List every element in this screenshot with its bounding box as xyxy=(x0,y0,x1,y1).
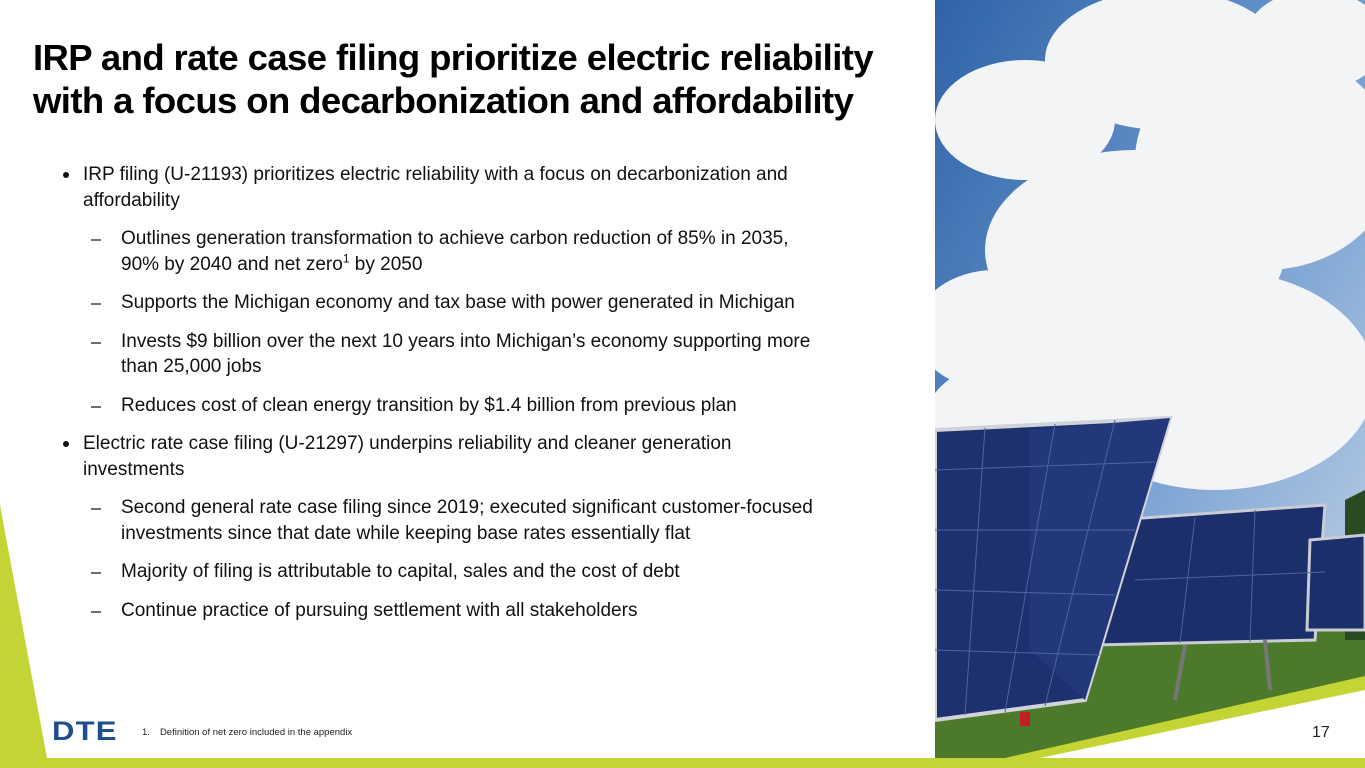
sub-bullet-text: Invests $9 billion over the next 10 year… xyxy=(121,330,811,378)
bullet: Electric rate case filing (U-21297) unde… xyxy=(62,431,822,482)
sub-bullet: Reduces cost of clean energy transition … xyxy=(62,393,822,419)
sub-bullet: Continue practice of pursuing settlement… xyxy=(62,598,822,624)
bullet-dot xyxy=(63,172,69,178)
footnote: 1. Definition of net zero included in the… xyxy=(142,727,362,738)
bullet-list: IRP filing (U-21193) prioritizes electri… xyxy=(62,162,822,636)
sub-bullet-text: Reduces cost of clean energy transition … xyxy=(121,394,737,416)
bullet-dot xyxy=(63,441,69,447)
title: IRP and rate case filing prioritize elec… xyxy=(33,37,874,121)
sub-bullet-text: Second general rate case filing since 20… xyxy=(121,497,813,544)
bullet-dash xyxy=(91,239,101,241)
clouds xyxy=(935,0,1365,490)
bullet-dash xyxy=(91,610,101,613)
bullet-dash xyxy=(91,572,101,574)
bullet-text: IRP filing (U-21193) prioritizes electri… xyxy=(83,164,788,211)
accent-wedge xyxy=(1005,676,1365,758)
sub-bullet-text: Continue practice of pursuing settlement… xyxy=(121,599,638,621)
bullet: IRP filing (U-21193) prioritizes electri… xyxy=(62,162,822,213)
bullet-dash xyxy=(91,508,101,510)
sub-bullet: Invests $9 billion over the next 10 year… xyxy=(62,329,822,380)
sub-bullet-text: Outlines generation transformation to ac… xyxy=(121,228,789,275)
sub-bullet: Second general rate case filing since 20… xyxy=(62,495,822,546)
footnote-ref: 1 xyxy=(342,251,350,266)
sub-bullet: Outlines generation transformation to ac… xyxy=(62,226,822,277)
footnote-text: Definition of net zero included in the a… xyxy=(159,727,353,738)
sub-bullet-text: Supports the Michigan economy and tax ba… xyxy=(121,292,795,313)
logo: DTE xyxy=(52,716,118,746)
page-number: 17 xyxy=(1312,724,1330,741)
bullet-dash xyxy=(91,341,101,344)
panels xyxy=(935,415,1365,726)
accent-left xyxy=(0,505,47,758)
sub-bullet: Majority of filing is attributable to ca… xyxy=(62,559,822,585)
footnote-number: 1. xyxy=(142,727,150,738)
sub-bullet-text-end: by 2050 xyxy=(349,253,423,275)
solar-photo xyxy=(935,0,1365,758)
sub-bullet-text: Majority of filing is attributable to ca… xyxy=(121,561,680,582)
bullet-dash xyxy=(91,303,101,305)
bullet-dash xyxy=(91,405,101,408)
accent-bottom xyxy=(0,758,1365,768)
sub-bullet: Supports the Michigan economy and tax ba… xyxy=(62,290,822,316)
bullet-text: Electric rate case filing (U-21297) unde… xyxy=(83,433,732,480)
